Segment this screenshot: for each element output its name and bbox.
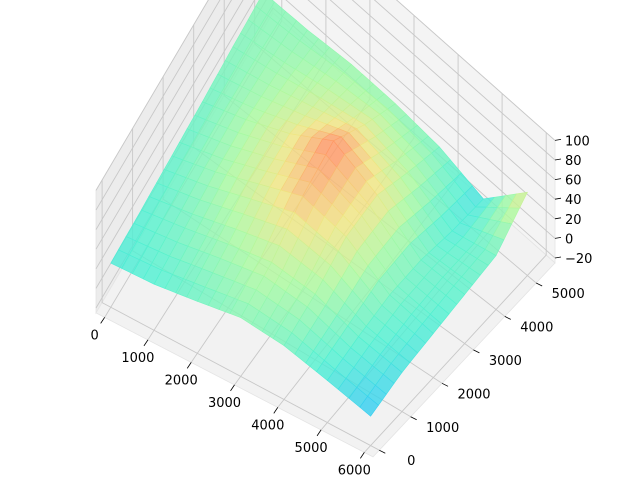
x-tick-label: 2000 (165, 373, 198, 388)
x-tick-label: 6000 (338, 463, 371, 478)
y-tick (379, 449, 386, 454)
y-tick (410, 416, 417, 421)
z-tick-label: 80 (565, 154, 582, 169)
z-tick-label: −20 (565, 252, 592, 267)
z-gridline (95, 0, 556, 191)
y-tick-label: 4000 (520, 320, 553, 335)
x-tick (230, 384, 235, 392)
x-tick-label: 0 (91, 328, 99, 343)
y-tick-label: 5000 (552, 287, 585, 302)
y-tick-label: 2000 (457, 387, 490, 402)
x-tick (143, 339, 149, 347)
y-tick-label: 3000 (489, 354, 522, 369)
z-tick (554, 217, 562, 220)
x-tick (316, 429, 322, 437)
z-gridline (95, 0, 556, 270)
z-tick (554, 237, 562, 239)
x-gridline (363, 132, 547, 453)
y-gridline (101, 180, 380, 451)
y-tick-label: 0 (407, 454, 415, 469)
x-tick (100, 317, 105, 324)
x-tick-label: 1000 (121, 351, 154, 366)
z-tick (554, 256, 562, 259)
x-tick (360, 452, 365, 459)
z-tick (554, 139, 562, 141)
x-tick-label: 4000 (251, 418, 284, 433)
z-gridline (95, 0, 556, 250)
axis-ticks: 0100020003000400050006000010002000300040… (91, 134, 593, 478)
x-tick (186, 362, 192, 369)
x-tick (273, 407, 279, 414)
z-tick (554, 178, 562, 180)
y-tick-label: 1000 (426, 421, 459, 436)
y-tick (441, 382, 449, 387)
y-tick (473, 349, 480, 354)
y-tick (535, 282, 543, 287)
x-tick-label: 5000 (295, 441, 328, 456)
z-tick-label: 20 (565, 213, 582, 228)
y-tick (504, 316, 511, 320)
z-tick (554, 158, 562, 161)
z-tick (554, 197, 562, 200)
x-tick-label: 3000 (208, 396, 241, 411)
z-tick-label: 100 (565, 134, 590, 149)
surface (110, 0, 528, 417)
z-tick-label: 60 (565, 174, 582, 189)
z-tick-label: 40 (565, 193, 582, 208)
z-gridline (95, 0, 556, 230)
surface-facet (359, 395, 379, 417)
z-tick-label: 0 (565, 232, 573, 247)
z-gridline (95, 0, 556, 211)
